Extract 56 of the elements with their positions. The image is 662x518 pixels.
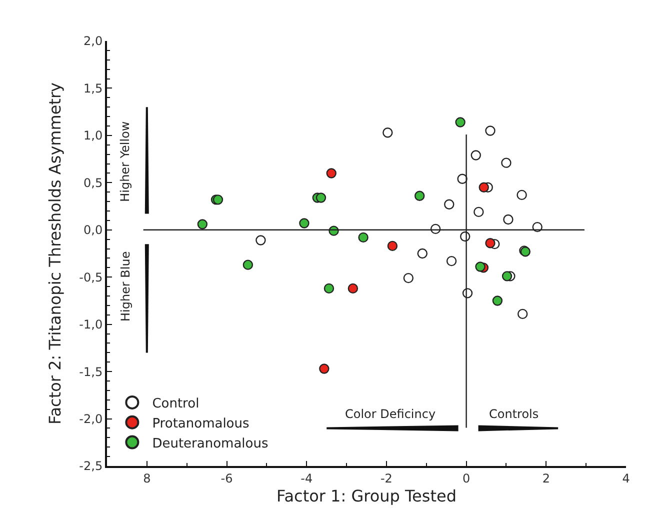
legend-label: Protanomalous (152, 416, 250, 432)
point (516, 190, 527, 200)
y-tick-label: -1,5 (79, 364, 103, 379)
point (256, 235, 266, 246)
point (485, 238, 496, 248)
x-tick-label: -2 (380, 471, 392, 486)
point (387, 240, 398, 252)
point (475, 262, 486, 272)
point (474, 206, 484, 218)
y-tick-label: -1,0 (79, 318, 103, 332)
y-tick-label: -0,5 (79, 270, 103, 284)
x-tick-label: -4 (300, 471, 313, 486)
point (501, 158, 512, 168)
annotation: Controls (489, 407, 539, 421)
annotation: Color Deficincy (345, 407, 436, 421)
annotation: Higher Yellow (118, 121, 132, 202)
point (444, 199, 454, 210)
point (485, 126, 496, 136)
point (518, 308, 528, 320)
y-tick-label: 1,5 (84, 81, 103, 96)
point (414, 190, 425, 201)
point (324, 283, 334, 294)
y-tick-label: 2,0 (84, 34, 103, 48)
x-tick-label: 8 (143, 471, 151, 486)
x-tick-label: 2 (542, 471, 550, 486)
point (382, 128, 393, 138)
y-tick-label: 1,0 (84, 128, 103, 143)
point (197, 219, 208, 230)
annotation: Higher Blue (118, 251, 132, 322)
point (403, 272, 414, 284)
y-tick-label: -2,5 (79, 459, 103, 474)
point (319, 364, 330, 374)
point (492, 296, 503, 306)
point (446, 256, 457, 266)
point (299, 218, 310, 228)
legend-label: Deuteranomalous (152, 436, 268, 452)
point (503, 214, 514, 225)
point (502, 271, 512, 282)
point (478, 182, 489, 192)
point (316, 192, 326, 203)
y-tick-label: 0,5 (84, 176, 103, 190)
x-tick-label: -6 (220, 471, 233, 486)
legend-label: Control (152, 396, 200, 412)
point (470, 150, 481, 160)
y-axis-title: Factor 2: Tritanopic Thresholds Asymmetry (46, 82, 65, 425)
point (326, 168, 336, 178)
point (417, 248, 428, 259)
x-axis-title: Factor 1: Group Tested (276, 486, 457, 506)
x-tick-label: 4 (622, 471, 630, 486)
point (348, 283, 358, 294)
y-tick-label: -2,0 (79, 412, 103, 426)
point (242, 260, 254, 270)
point (455, 117, 466, 128)
point (358, 232, 368, 243)
y-tick-label: 0,0 (84, 223, 103, 238)
x-tick-label: 0 (462, 471, 470, 486)
